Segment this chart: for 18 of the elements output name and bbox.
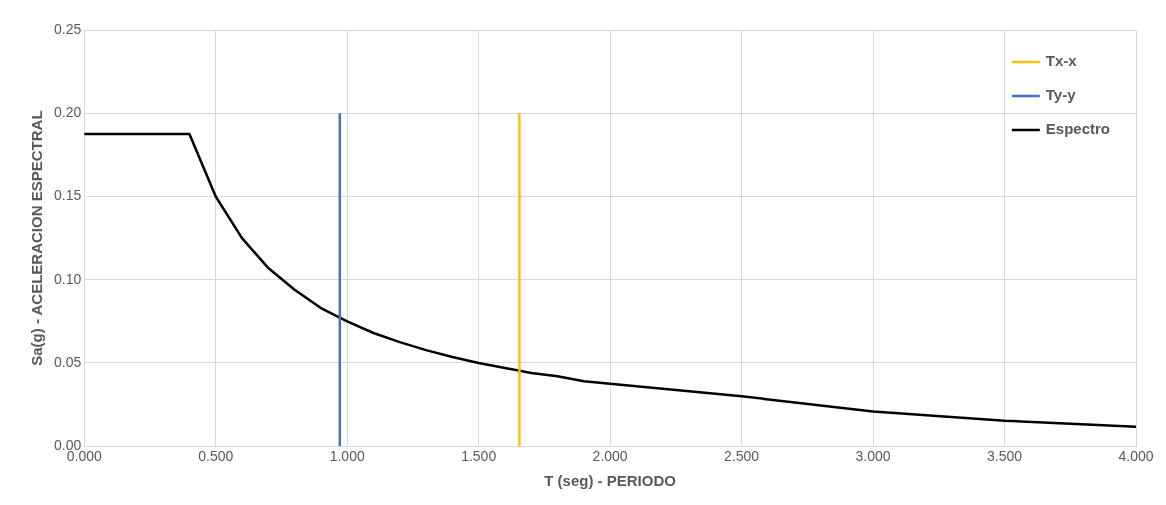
- y-tick-label: 0.05: [54, 353, 82, 370]
- y-axis-title: Sa(g) - ACELERACION ESPECTRAL: [28, 110, 46, 366]
- y-tick-label: 0.15: [54, 187, 82, 204]
- legend-label: Espectro: [1045, 120, 1111, 138]
- x-tick-label: 1.000: [329, 448, 365, 465]
- legend-label: Ty-y: [1045, 86, 1077, 104]
- x-tick-label: 3.500: [987, 448, 1023, 465]
- y-tick-label: 0.25: [54, 20, 82, 37]
- x-tick-label: 4.000: [1118, 448, 1154, 465]
- y-tick-label: 0.20: [54, 104, 82, 121]
- x-axis-title: T (seg) - PERIODO: [544, 472, 677, 490]
- x-tick-label: 2.500: [724, 448, 760, 465]
- x-tick-label: 1.500: [461, 448, 497, 465]
- x-tick-label: 0.500: [198, 448, 234, 465]
- legend-label: Tx-x: [1045, 52, 1078, 70]
- x-tick-label: 3.000: [855, 448, 891, 465]
- x-tick-label: 2.000: [592, 448, 628, 465]
- y-tick-label: 0.10: [54, 270, 82, 287]
